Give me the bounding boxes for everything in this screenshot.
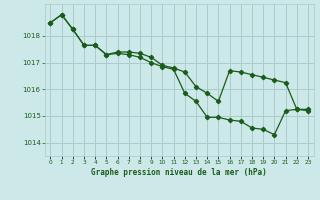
X-axis label: Graphe pression niveau de la mer (hPa): Graphe pression niveau de la mer (hPa): [91, 168, 267, 177]
